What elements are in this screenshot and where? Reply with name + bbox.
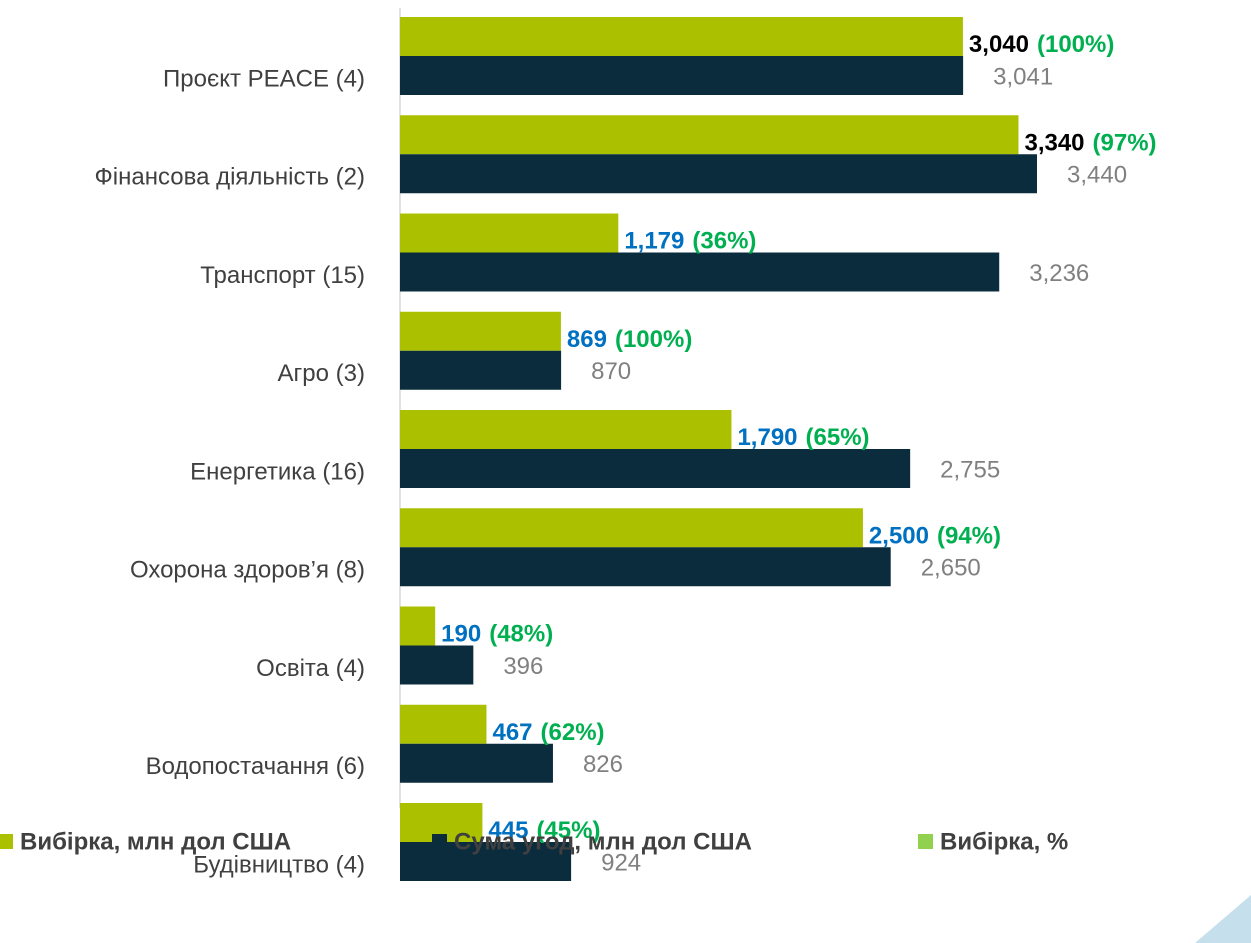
- sample-value: 1,179: [624, 228, 684, 255]
- total-value-label: 396: [503, 653, 543, 680]
- total-value-label: 3,440: [1067, 162, 1127, 189]
- sample-value: 869: [567, 326, 607, 353]
- category-label: Освіта (4): [256, 655, 365, 682]
- sample-bar: [400, 704, 487, 744]
- sample-percent: (100%): [1037, 31, 1114, 58]
- total-bar: [400, 743, 553, 783]
- sample-percent: (65%): [806, 424, 870, 451]
- sample-percent: (97%): [1093, 130, 1157, 157]
- legend-label: Вибірка, млн дол США: [20, 828, 291, 855]
- legend-label: Вибірка, %: [940, 828, 1068, 855]
- sample-value: 3,040: [969, 31, 1029, 58]
- sample-value-label: 3,040 (100%): [969, 31, 1114, 58]
- total-value-label: 3,041: [993, 63, 1053, 90]
- sample-bar: [400, 508, 863, 548]
- total-value-label: 2,650: [921, 555, 981, 582]
- category-label: Будівництво (4): [193, 851, 365, 878]
- sample-value: 467: [492, 719, 532, 746]
- total-bar: [400, 547, 891, 587]
- category-label: Агро (3): [278, 360, 365, 387]
- total-bar: [400, 842, 572, 881]
- legend-marker: [432, 834, 447, 849]
- sample-percent: (48%): [489, 621, 553, 648]
- sample-value: 445: [488, 817, 528, 844]
- sample-bar: [400, 115, 1019, 155]
- sample-value: 2,500: [869, 523, 929, 550]
- sample-value: 190: [441, 621, 481, 648]
- total-value-label: 3,236: [1029, 260, 1089, 287]
- sample-value-label: 869 (100%): [567, 326, 692, 353]
- sample-value-label: 190 (48%): [441, 621, 553, 648]
- sample-percent: (100%): [615, 326, 692, 353]
- category-label: Охорона здоров’я (8): [130, 557, 365, 584]
- sample-value: 1,790: [737, 424, 797, 451]
- category-label: Транспорт (15): [200, 262, 365, 289]
- category-label: Проєкт PEACE (4): [163, 65, 365, 92]
- legend-label: Сума угод, млн дол США: [454, 828, 752, 855]
- sample-value-label: 3,340 (97%): [1024, 130, 1156, 157]
- sample-percent: (45%): [536, 817, 600, 844]
- total-bar: [400, 350, 562, 390]
- sample-value-label: 445 (45%): [488, 817, 600, 844]
- total-bar: [400, 252, 1000, 292]
- sample-percent: (94%): [937, 523, 1001, 550]
- sample-bar: [400, 311, 561, 351]
- sample-value-label: 2,500 (94%): [869, 523, 1001, 550]
- sample-bar: [400, 410, 732, 449]
- sample-value: 3,340: [1024, 130, 1084, 157]
- total-value-label: 2,755: [940, 456, 1000, 483]
- total-bar: [400, 56, 964, 95]
- sample-bar: [400, 17, 963, 56]
- legend-marker: [918, 834, 933, 849]
- total-bar: [400, 154, 1037, 194]
- sample-percent: (62%): [541, 719, 605, 746]
- category-label: Водопостачання (6): [146, 753, 365, 780]
- sample-value-label: 1,179 (36%): [624, 228, 756, 255]
- sample-bar: [400, 213, 619, 253]
- sample-bar: [400, 606, 436, 646]
- category-label: Енергетика (16): [190, 458, 365, 485]
- total-value-label: 870: [591, 358, 631, 385]
- legend-marker: [0, 834, 13, 849]
- sample-value-label: 1,790 (65%): [737, 424, 869, 451]
- category-label: Фінансова діяльність (2): [95, 164, 365, 191]
- total-value-label: 826: [583, 751, 623, 778]
- total-bar: [400, 645, 474, 685]
- corner-decoration: [1195, 895, 1251, 943]
- sample-value-label: 467 (62%): [492, 719, 604, 746]
- total-value-label: 924: [601, 849, 641, 876]
- sample-percent: (36%): [692, 228, 756, 255]
- total-bar: [400, 449, 911, 488]
